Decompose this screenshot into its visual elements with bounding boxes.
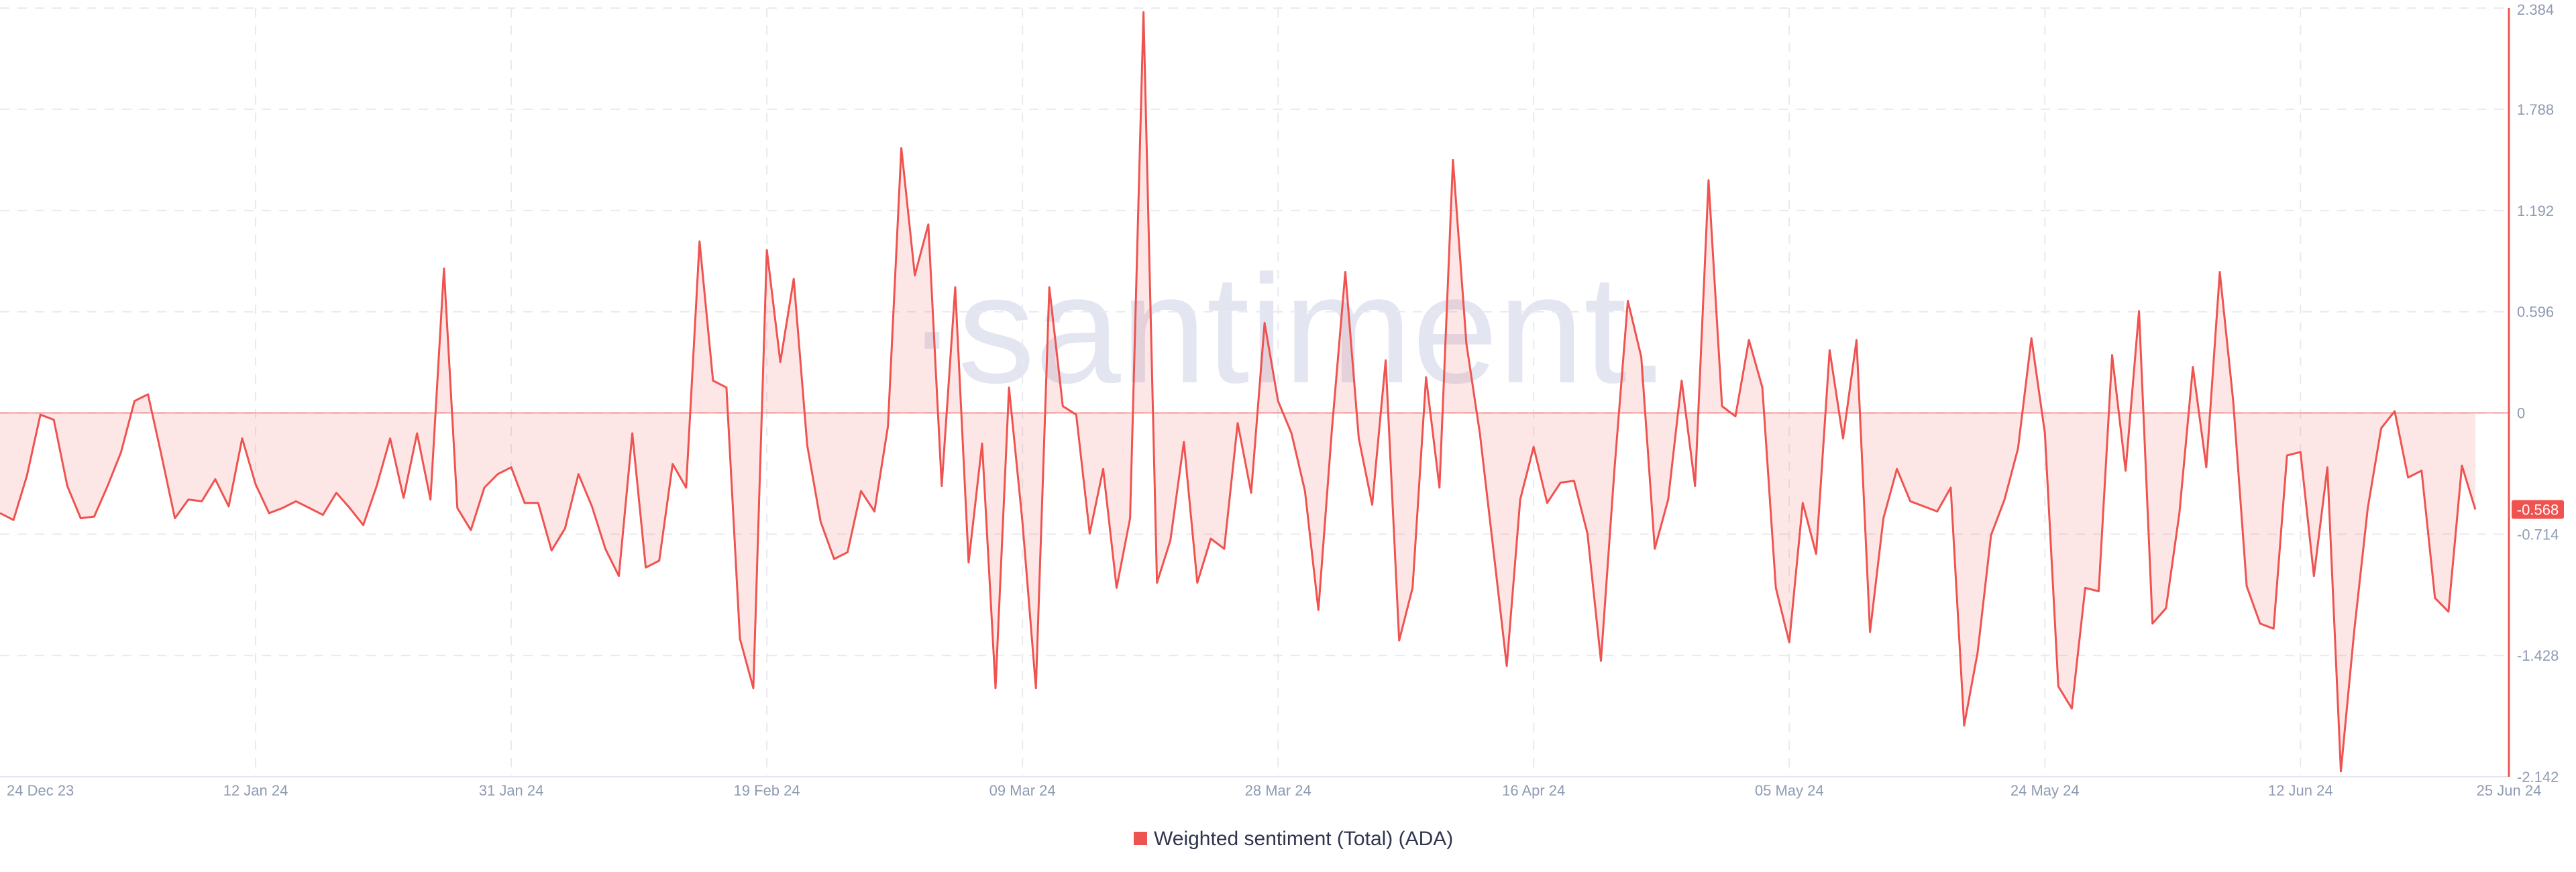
legend-label: Weighted sentiment (Total) (ADA): [1154, 828, 1453, 850]
y-tick-label: 1.192: [2517, 203, 2554, 219]
y-tick-label: -1.428: [2517, 647, 2559, 664]
x-tick-label: 16 Apr 24: [1502, 782, 1565, 799]
last-value-badge: [2512, 500, 2564, 519]
y-tick-label: 2.384: [2517, 1, 2554, 18]
x-tick-label: 24 Dec 23: [7, 782, 74, 799]
x-tick-label: 28 Mar 24: [1245, 782, 1311, 799]
y-tick-label: -0.714: [2517, 526, 2559, 543]
x-tick-label: 19 Feb 24: [734, 782, 800, 799]
y-tick-label: 1.788: [2517, 101, 2554, 118]
watermark: ·santiment.: [906, 243, 1670, 415]
x-tick-label: 25 Jun 24: [2477, 782, 2542, 799]
last-value-label: -0.568: [2517, 501, 2559, 518]
x-tick-label: 12 Jan 24: [223, 782, 288, 799]
y-tick-label: 0: [2517, 405, 2525, 422]
y-tick-label: -2.142: [2517, 769, 2559, 785]
x-tick-label: 31 Jan 24: [479, 782, 544, 799]
x-tick-label: 05 May 24: [1755, 782, 1824, 799]
legend-swatch: [1134, 832, 1147, 845]
x-tick-label: 09 Mar 24: [989, 782, 1056, 799]
x-tick-label: 24 May 24: [2010, 782, 2080, 799]
x-tick-label: 12 Jun 24: [2268, 782, 2333, 799]
y-tick-label: 0.596: [2517, 304, 2554, 321]
line: [0, 11, 2477, 773]
